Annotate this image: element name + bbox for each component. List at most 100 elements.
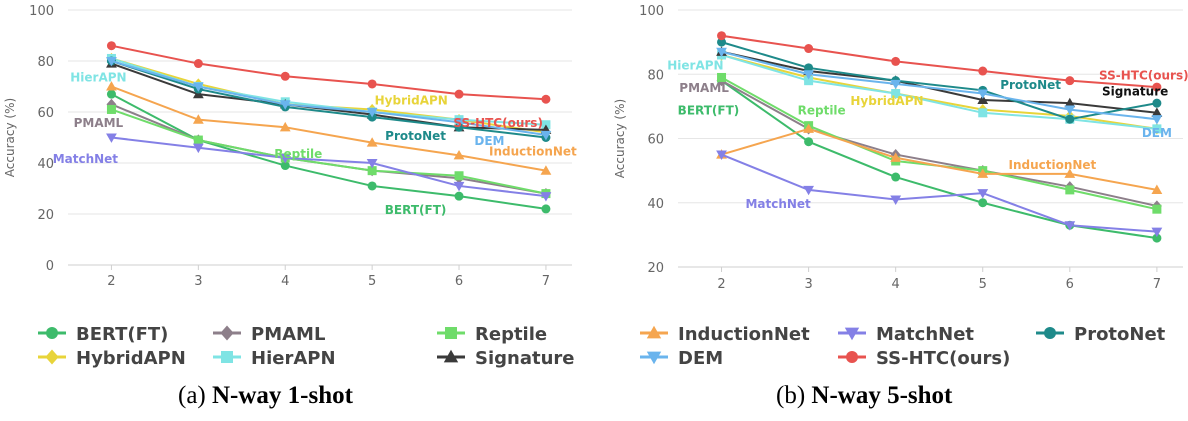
- data-point: [367, 181, 377, 191]
- data-point: [366, 158, 378, 169]
- x-tick-label: 6: [455, 274, 463, 289]
- series-label: PMAML: [679, 81, 729, 95]
- data-point: [803, 70, 815, 80]
- x-tick-label: 4: [892, 277, 900, 292]
- series-inductionnet: [716, 123, 1163, 194]
- data-point: [717, 72, 727, 82]
- series-line: [111, 136, 547, 198]
- x-tick-label: 3: [804, 277, 812, 292]
- series-line: [721, 54, 1157, 130]
- legend-label: HybridAPN: [76, 348, 186, 369]
- data-point: [1152, 204, 1162, 214]
- y-tick-label: 100: [29, 4, 54, 19]
- data-point: [541, 204, 551, 214]
- series-label: BERT(FT): [678, 104, 740, 118]
- y-axis-label: Accuracy (%): [3, 98, 17, 177]
- series-label: PMAML: [74, 116, 124, 130]
- data-point: [192, 114, 204, 124]
- x-tick-label: 5: [979, 277, 987, 292]
- series-pmaml: [716, 75, 1162, 212]
- x-tick-label: 3: [194, 274, 202, 289]
- data-point: [366, 107, 378, 118]
- caption-a: (a) N-way 1-shot: [178, 382, 353, 410]
- data-point: [978, 66, 988, 76]
- data-point: [1152, 233, 1162, 243]
- y-tick-label: 0: [46, 259, 54, 274]
- legend-item-protonet: ProtoNet: [1036, 324, 1166, 345]
- series-line: [720, 79, 1158, 240]
- legend-item-hierapn: HierAPN: [213, 348, 336, 369]
- data-point: [106, 56, 117, 67]
- data-point: [1065, 114, 1075, 124]
- series-inductionnet: [106, 81, 552, 175]
- series-line: [721, 54, 1158, 130]
- data-point: [891, 56, 901, 66]
- series-label: InductionNet: [1008, 158, 1096, 172]
- data-point: [804, 137, 814, 147]
- series-label: ProtoNet: [385, 129, 446, 143]
- data-point: [1152, 82, 1162, 92]
- data-point: [540, 192, 552, 202]
- data-point: [192, 82, 204, 92]
- data-point: [1151, 115, 1163, 125]
- legend-item-signature: Signature: [437, 348, 574, 369]
- data-point: [890, 79, 902, 90]
- x-tick-label: 5: [368, 274, 376, 289]
- data-point: [453, 149, 465, 160]
- legend-item-pmaml: PMAML: [213, 324, 325, 345]
- series-line: [721, 50, 1157, 121]
- y-tick-label: 20: [647, 261, 664, 276]
- legend-label: BERT(FT): [76, 324, 168, 345]
- series-line: [721, 127, 1158, 191]
- series-line: [110, 93, 547, 210]
- x-tick-label: 4: [281, 274, 289, 289]
- x-tick-label: 6: [1066, 277, 1074, 292]
- data-point: [803, 185, 815, 196]
- series-label: HierAPN: [667, 59, 723, 73]
- chart-b: 20 40 60 80 100 2 3 4 5 6 7 Accuracy (%) BERT(FT) PMA…: [613, 4, 1188, 292]
- series-ss-htc-ours-: [106, 41, 551, 104]
- series-line: [721, 79, 1158, 207]
- series-label: Reptile: [798, 104, 846, 118]
- data-point: [890, 152, 902, 162]
- legend-item-bert-ft-: BERT(FT): [38, 324, 168, 345]
- series-matchnet: [106, 133, 552, 202]
- data-point: [1064, 97, 1076, 108]
- y-tick-label: 20: [37, 208, 54, 223]
- series-label: SS-HTC(ours): [1099, 68, 1188, 82]
- series-dem: [106, 56, 552, 141]
- data-point: [367, 166, 377, 176]
- legend-item-dem: DEM: [640, 348, 723, 369]
- legend-marker: [221, 351, 233, 363]
- y-tick-label: 60: [37, 106, 54, 121]
- series-line: [721, 50, 1157, 114]
- data-point: [453, 118, 465, 128]
- legend-label: PMAML: [251, 324, 325, 345]
- series-label: DEM: [474, 134, 504, 148]
- data-point: [280, 71, 290, 81]
- legend-label: MatchNet: [876, 324, 974, 345]
- chart-a: 0 20 40 60 80 100 2 3 4 5 6 7 Accuracy (%) BERT(FT) PM…: [3, 4, 577, 289]
- data-point: [280, 161, 290, 171]
- legend-item-reptile: Reptile: [437, 324, 547, 345]
- data-point: [717, 31, 727, 41]
- data-point: [367, 79, 377, 89]
- data-point: [716, 47, 727, 58]
- data-point: [1152, 98, 1162, 108]
- legend-item-inductionnet: InductionNet: [640, 324, 810, 345]
- data-point: [804, 63, 814, 73]
- legend-marker: [846, 351, 858, 363]
- x-tick-label: 7: [1153, 277, 1161, 292]
- x-tick-label: 2: [717, 277, 725, 292]
- y-tick-label: 40: [37, 157, 54, 172]
- series-label: ProtoNet: [1000, 78, 1061, 92]
- series-line: [721, 34, 1157, 89]
- series-label: HybridAPN: [375, 93, 448, 107]
- legend-marker: [1044, 327, 1056, 339]
- data-point: [978, 108, 988, 118]
- data-point: [454, 89, 464, 99]
- data-point: [804, 76, 814, 86]
- legend-label: SS-HTC(ours): [876, 348, 1010, 369]
- series-line: [721, 41, 1158, 121]
